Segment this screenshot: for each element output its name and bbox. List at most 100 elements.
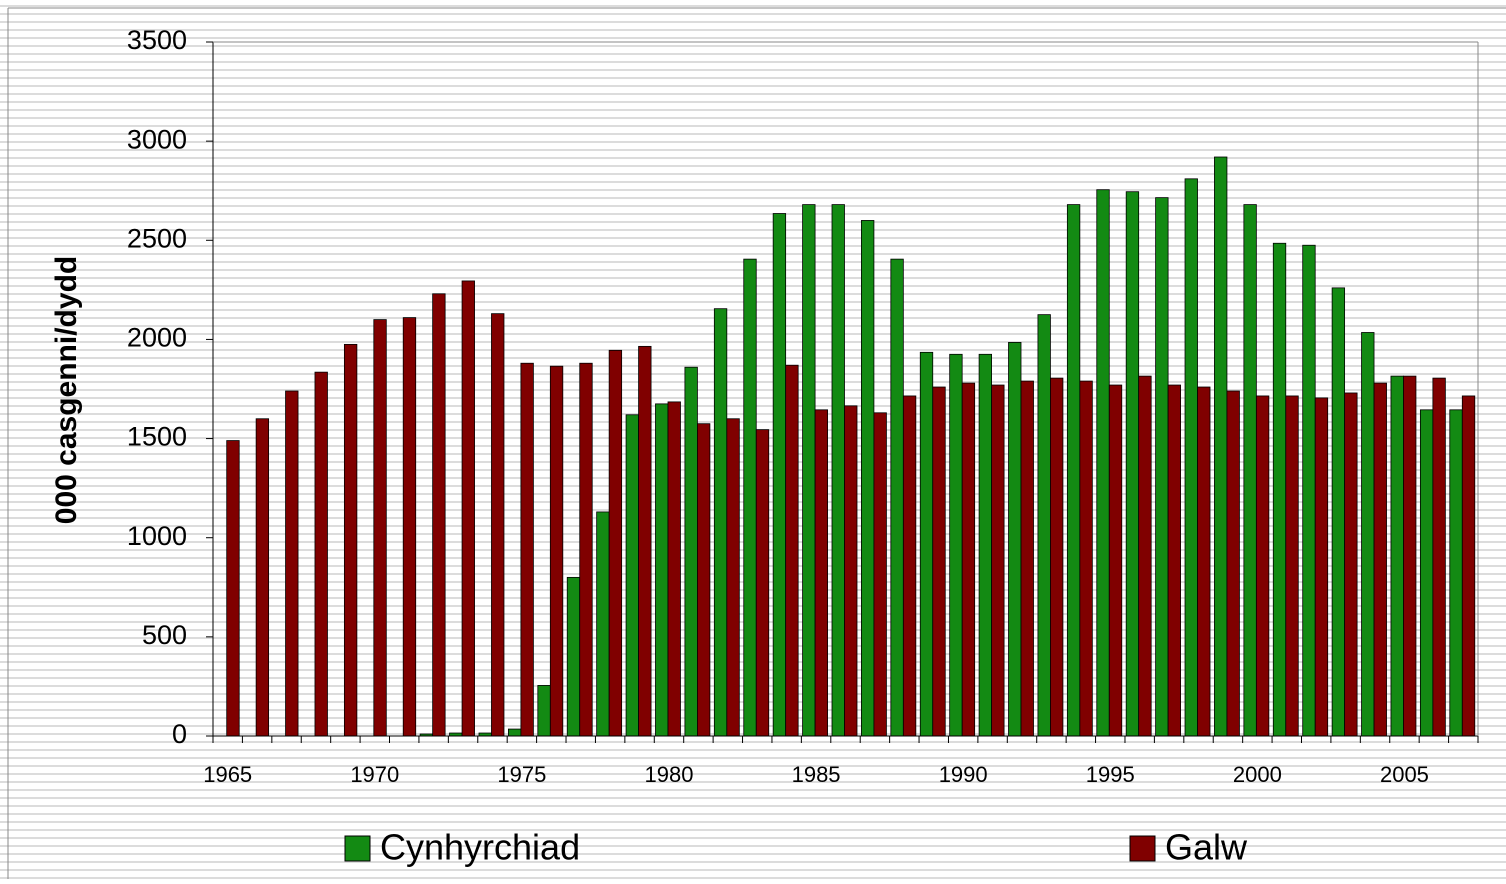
bar — [1331, 287, 1346, 737]
bar — [1096, 189, 1110, 737]
bar — [608, 349, 623, 737]
y-tick-label: 2500 — [127, 223, 187, 253]
bar — [402, 317, 417, 737]
bar — [1050, 377, 1064, 737]
bar — [549, 365, 564, 737]
bar — [1167, 384, 1182, 737]
bar — [1419, 409, 1434, 737]
bar — [1184, 178, 1198, 737]
bar — [743, 258, 757, 737]
bar — [625, 414, 639, 737]
bar — [1344, 392, 1358, 737]
bar — [949, 353, 963, 737]
bar — [1138, 375, 1152, 737]
bar — [373, 319, 387, 737]
legend-swatch — [344, 835, 371, 862]
bar — [919, 351, 934, 737]
bar — [844, 405, 858, 737]
bar — [1403, 375, 1417, 737]
bar — [1125, 191, 1140, 737]
bar — [890, 258, 904, 737]
x-tick-label: 1985 — [792, 762, 841, 787]
bar — [1302, 244, 1316, 737]
bar — [343, 343, 358, 737]
bar — [755, 429, 770, 737]
bar — [566, 576, 581, 737]
bar — [1037, 314, 1051, 737]
bar — [432, 293, 446, 737]
bar — [991, 384, 1005, 737]
bar — [1108, 384, 1123, 737]
legend-swatch — [1129, 835, 1156, 862]
bar — [655, 403, 669, 737]
bar — [1008, 342, 1022, 737]
legend-label: Galw — [1165, 827, 1248, 868]
bar — [726, 418, 740, 737]
bar — [684, 366, 698, 737]
bar — [772, 213, 787, 737]
y-tick-label: 1500 — [127, 422, 187, 452]
bar — [1079, 380, 1093, 737]
bar — [507, 728, 522, 737]
y-tick-label: 500 — [142, 620, 187, 650]
bar — [1449, 409, 1463, 737]
bar — [520, 362, 534, 737]
bar — [861, 220, 875, 737]
x-tick-label: 1990 — [939, 762, 988, 787]
bar — [667, 401, 681, 737]
bar — [579, 362, 593, 737]
x-tick-label: 1995 — [1086, 762, 1135, 787]
bar — [902, 395, 917, 737]
x-tick-label: 2005 — [1380, 762, 1429, 787]
bar — [461, 280, 475, 737]
bar — [697, 423, 711, 737]
bar — [785, 364, 799, 737]
bar — [1373, 382, 1387, 737]
y-axis-label: 000 casgenni/dydd — [50, 256, 83, 524]
bar — [1155, 197, 1169, 737]
bar — [713, 308, 728, 737]
bar — [814, 409, 828, 737]
bar — [1432, 377, 1446, 737]
y-tick-label: 1000 — [127, 521, 187, 551]
bar — [1255, 395, 1270, 737]
y-tick-label: 3000 — [127, 124, 187, 154]
bar — [1272, 242, 1287, 737]
bar — [596, 511, 610, 737]
bar — [831, 204, 845, 737]
bar — [1243, 204, 1257, 737]
bar — [226, 440, 240, 737]
y-tick-label: 0 — [172, 719, 187, 749]
x-tick-label: 1980 — [645, 762, 694, 787]
x-tick-label: 1975 — [497, 762, 546, 787]
bar — [491, 313, 505, 737]
bar — [978, 353, 992, 737]
bar — [1361, 332, 1375, 737]
bar — [1214, 156, 1228, 737]
y-tick-label: 2000 — [127, 323, 187, 353]
bar — [1390, 375, 1404, 737]
bar — [314, 371, 328, 737]
bar — [1020, 380, 1034, 737]
bar — [1285, 395, 1299, 737]
bar — [873, 412, 887, 737]
x-tick-label: 1965 — [203, 762, 252, 787]
legend-label: Cynhyrchiad — [380, 827, 580, 868]
bar — [285, 390, 299, 737]
bar — [1314, 397, 1329, 737]
bar — [537, 685, 551, 737]
bar — [1066, 204, 1081, 737]
bar — [638, 345, 652, 737]
y-tick-label: 3500 — [127, 25, 187, 55]
bar — [1461, 395, 1476, 737]
x-tick-label: 1970 — [350, 762, 399, 787]
bar — [1197, 386, 1211, 737]
bar — [1226, 390, 1240, 737]
bar — [961, 382, 976, 737]
bar — [932, 386, 946, 737]
bar — [802, 204, 816, 737]
x-tick-label: 2000 — [1233, 762, 1282, 787]
bar — [255, 418, 270, 737]
